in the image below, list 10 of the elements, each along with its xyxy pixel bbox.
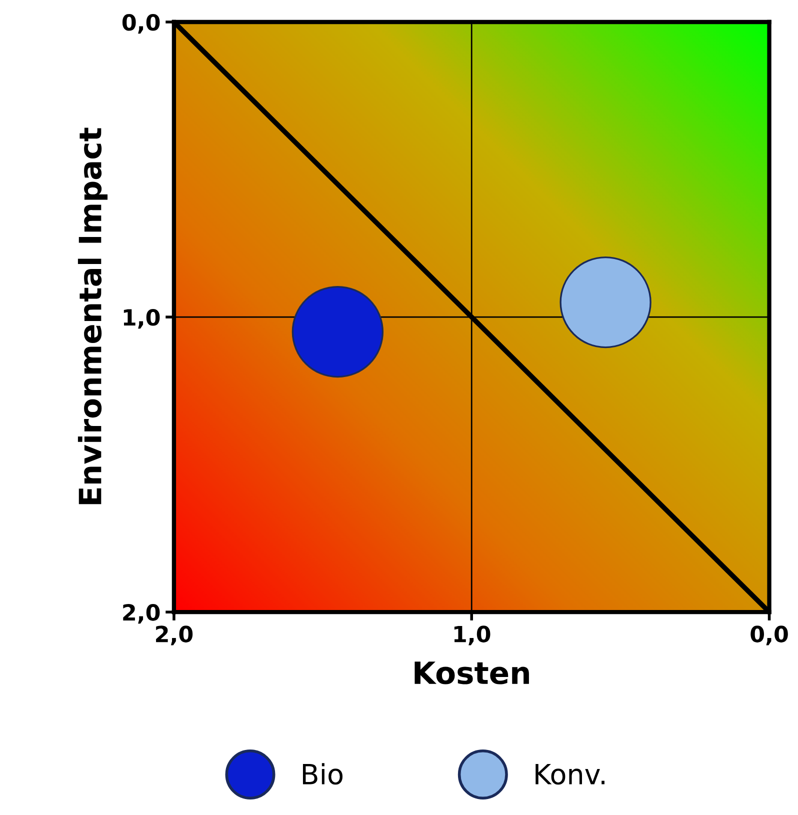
y-tick-label: 0,0 (122, 14, 160, 34)
x-tick-label: 1,0 (454, 626, 490, 646)
legend-label: Bio (302, 763, 342, 785)
legend-label: Konv. (536, 764, 604, 785)
y-tick-label: 2,0 (123, 604, 160, 624)
y-axis-title: Environmental Impact (78, 128, 108, 504)
x-tick-label: 2,0 (156, 626, 193, 646)
x-tick-label: 0,0 (750, 626, 788, 646)
y-tick-label: 1,0 (124, 308, 160, 329)
x-axis-title: Kosten (414, 662, 529, 684)
